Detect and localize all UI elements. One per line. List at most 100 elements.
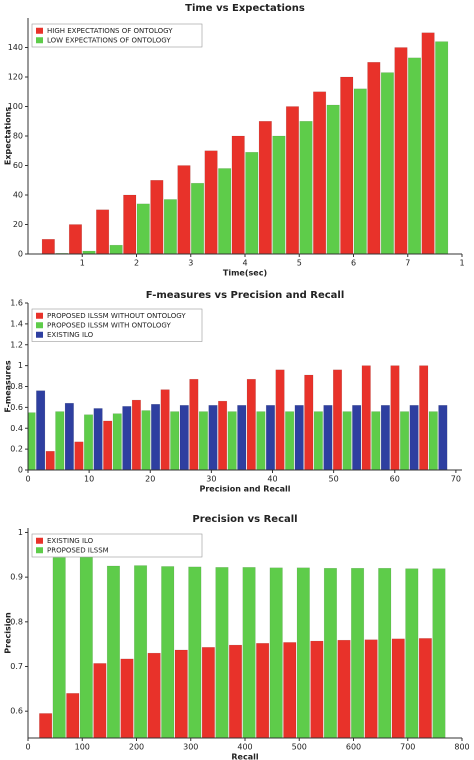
bar [177,165,191,255]
bar [421,32,435,255]
bar [66,693,80,739]
bar [39,713,53,739]
x-tick-label: 0 [25,743,30,752]
bar [204,150,218,255]
y-tick-label: 60 [13,161,23,170]
x-tick-label: 5 [297,259,302,268]
y-tick-label: 0.6 [10,707,23,716]
y-tick-label: 80 [13,132,23,141]
bar [310,640,324,739]
y-tick-label: 1.4 [10,319,23,328]
bar [170,411,180,471]
x-axis-label: Time(sec) [223,269,267,278]
y-tick-label: 0.9 [10,573,23,582]
y-tick-label: 0.8 [10,617,23,626]
legend-label: HIGH EXPECTATIONS OF ONTOLOGY [47,27,173,35]
bar [258,121,272,255]
bar [151,403,161,471]
bar [353,88,367,255]
legend-swatch [36,331,43,338]
bar [28,412,36,471]
bar [351,567,365,739]
x-tick-label: 2 [134,259,139,268]
bar [380,405,390,471]
bar [265,405,276,471]
bar [294,405,304,471]
x-tick-label: 10 [84,475,94,484]
chart: Time vs Expectations Time(sec) Expectation… [4,3,465,278]
x-tick-label: 7 [405,259,410,268]
bar [218,400,228,471]
bar [123,194,137,255]
x-axis-label: Precision and Recall [199,485,290,494]
bar [391,638,405,739]
x-tick-label: 100 [75,743,90,752]
legend-label: PROPOSED ILSSM WITH ONTOLOGY [47,321,171,329]
y-tick-label: 40 [13,191,23,200]
y-axis-label: Precision [4,612,13,654]
bar [174,649,188,739]
bar [96,209,110,255]
y-tick-label: 0.2 [10,445,23,454]
bar [390,365,400,471]
y-tick-label: 1.2 [10,340,23,349]
legend-swatch [36,27,43,34]
x-tick-label: 800 [454,743,469,752]
legend-label: PROPOSED ILSSM [47,546,109,554]
bar [364,639,378,739]
bar [208,405,218,471]
y-tick-label: 1.6 [10,299,23,308]
bar [93,663,107,739]
y-axis-label: F-measures [4,360,13,413]
y-tick-label: 100 [8,102,23,111]
bar [36,390,46,471]
bar [326,104,340,255]
bar [198,411,208,471]
bar [269,567,283,739]
bar [337,639,351,739]
bar [438,405,448,471]
legend-swatch [36,312,43,319]
x-tick-label: 6 [351,259,356,268]
bar [79,536,93,739]
bar [272,135,286,255]
x-tick-label: 70 [451,475,461,484]
bar [400,411,410,471]
chart-title: Precision vs Recall [192,514,297,525]
bar [275,369,285,471]
legend-swatch [36,547,43,554]
bar [428,411,438,471]
y-tick-label: 0 [18,466,23,475]
bar [228,644,243,739]
bar [296,567,310,739]
bar [332,369,343,471]
x-tick-label: 1 [80,259,85,268]
bar [161,566,175,739]
y-tick-label: 0.7 [10,662,23,671]
bar [45,450,55,471]
bar [285,411,295,471]
bar [122,406,132,471]
bar [134,565,148,739]
bar [147,652,161,739]
y-tick-label: 1 [18,361,23,370]
bar [408,57,422,255]
bar [378,567,392,739]
legend-box [31,308,203,342]
x-tick-label: 20 [145,475,155,484]
bar [256,643,270,739]
bar [179,405,189,471]
bar [283,642,297,739]
bar [191,182,205,255]
bar [150,180,164,255]
bar [141,410,151,471]
bar [64,402,74,471]
bar [201,647,215,739]
bar [418,638,432,739]
bar [419,365,429,471]
chart-title: F-measures vs Precision and Recall [146,290,345,301]
bar [41,239,55,255]
bar [361,365,371,471]
legend-box [31,23,203,48]
